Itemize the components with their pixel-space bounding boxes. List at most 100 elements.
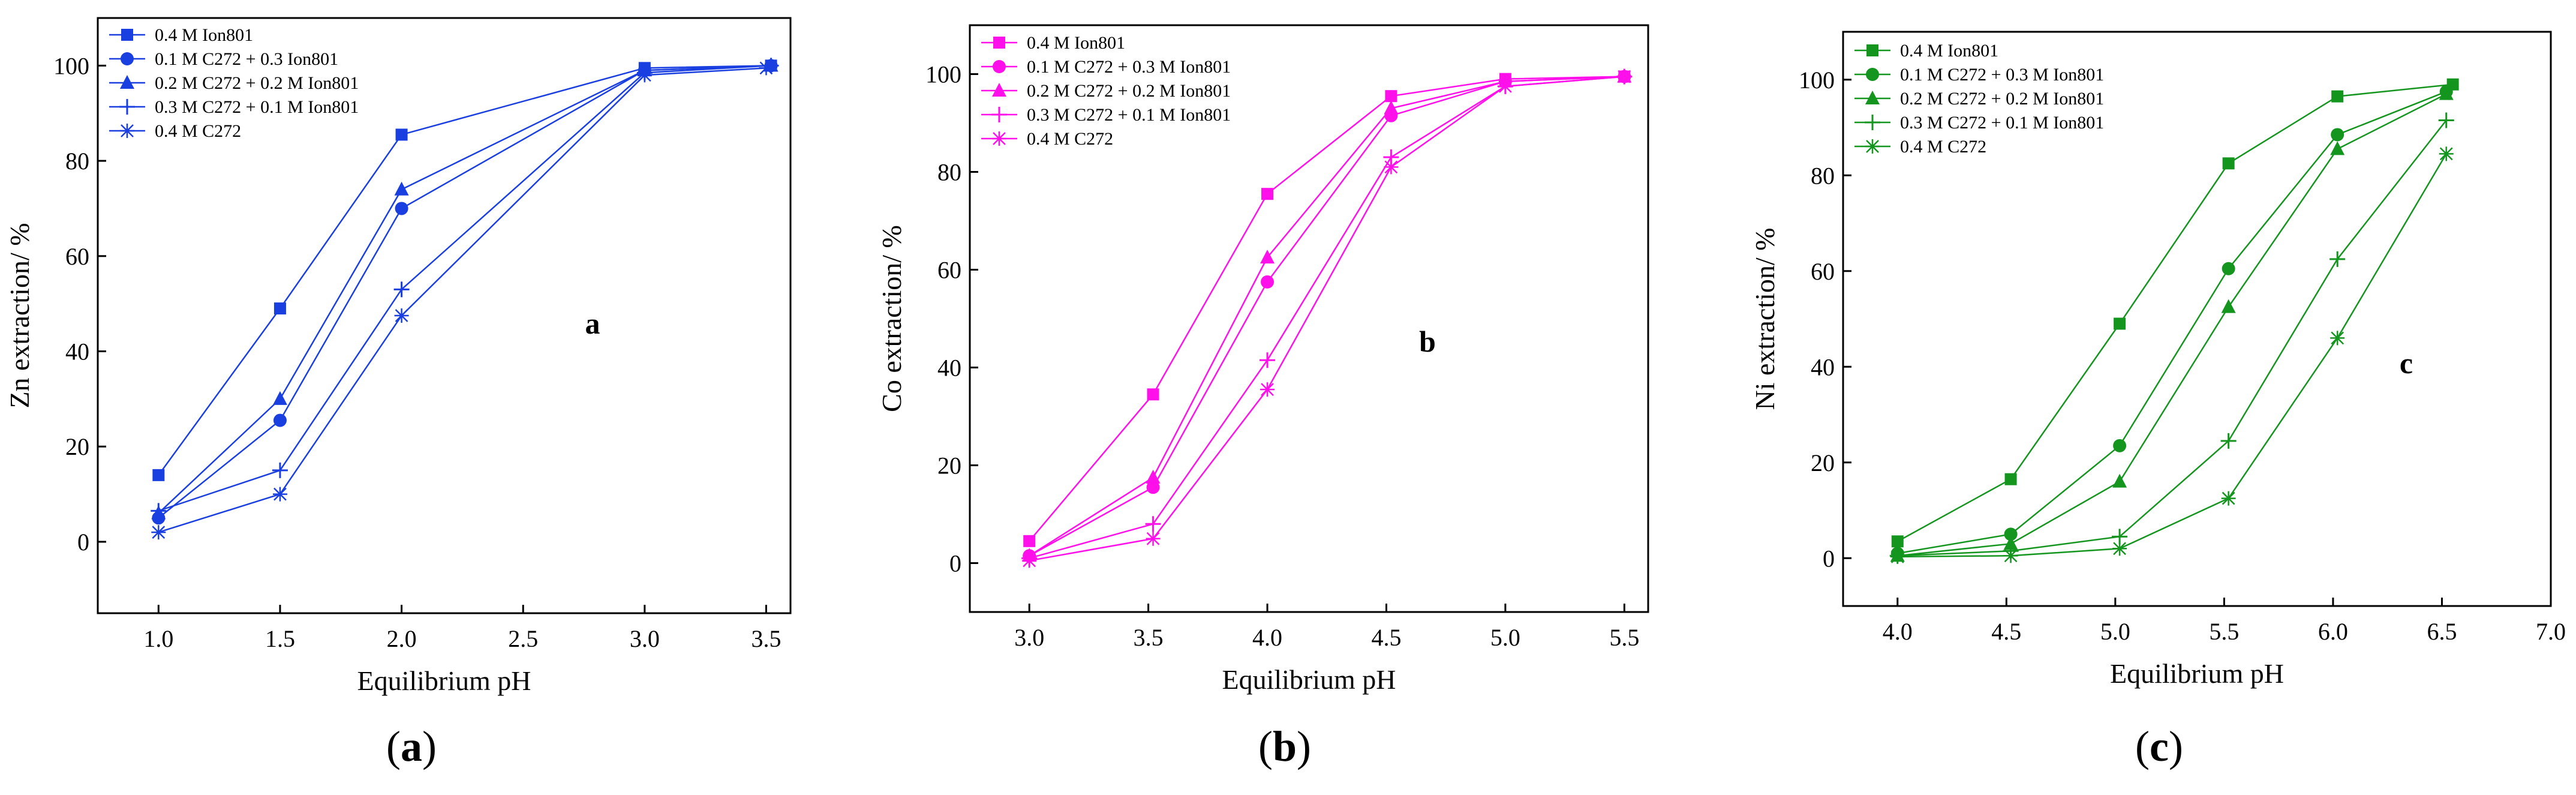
data-point xyxy=(273,302,286,315)
data-point xyxy=(2112,473,2127,488)
data-point xyxy=(1145,516,1161,532)
y-tick-label: 0 xyxy=(1823,545,1835,572)
caption-open-paren: ( xyxy=(1258,722,1273,770)
legend-entry: 0.4 M Ion801 xyxy=(981,33,1125,53)
legend-entry: 0.1 M C272 + 0.3 M Ion801 xyxy=(1854,65,2104,85)
legend-entry: 0.2 M C272 + 0.2 M Ion801 xyxy=(109,73,359,93)
legend-entry: 0.3 M C272 + 0.1 M Ion801 xyxy=(981,105,1231,125)
x-tick-label: 1.5 xyxy=(265,625,295,652)
chart-panel-c: 4.0 4.5 5.0 5.5 6.0 6.5 7.0 0 20 40 60 80 100 Equilib… xyxy=(1750,31,2566,770)
data-point xyxy=(152,469,165,481)
legend-label: 0.4 M C272 xyxy=(1900,137,1986,157)
panel-caption: (b) xyxy=(1258,722,1311,770)
data-point xyxy=(2438,112,2454,128)
data-point xyxy=(2112,541,2127,556)
data-point xyxy=(1891,535,1904,548)
legend-label: 0.4 M Ion801 xyxy=(1900,41,1998,61)
legend-label: 0.1 M C272 + 0.3 Ion801 xyxy=(155,49,338,69)
data-point xyxy=(394,181,409,196)
x-tick-label: 5.5 xyxy=(1609,624,1639,651)
data-point xyxy=(1146,531,1161,546)
legend-entry: 0.2 M C272 + 0.2 M Ion801 xyxy=(1854,89,2104,109)
series-4 xyxy=(1890,146,2454,564)
y-tick-label: 80 xyxy=(1811,162,1835,189)
data-point xyxy=(395,202,408,215)
legend-marker xyxy=(119,99,135,115)
data-point xyxy=(2222,157,2235,170)
y-tick-label: 20 xyxy=(1811,449,1835,476)
series-2 xyxy=(1890,86,2454,562)
x-tick-label: 3.0 xyxy=(1014,624,1044,651)
legend-marker xyxy=(121,29,133,41)
data-point xyxy=(759,61,774,76)
data-point xyxy=(273,413,287,427)
panel-caption: (a) xyxy=(386,722,437,770)
legend-label: 0.3 M C272 + 0.1 M Ion801 xyxy=(1900,113,2104,133)
y-tick-label: 80 xyxy=(65,148,89,175)
caption-close-paren: ) xyxy=(422,722,437,770)
data-point xyxy=(272,462,288,478)
x-axis-title: Equilibrium pH xyxy=(2110,658,2284,689)
data-point xyxy=(2003,548,2018,563)
legend-entry: 0.4 M Ion801 xyxy=(1854,41,1998,61)
series-0 xyxy=(1023,70,1631,547)
legend-marker xyxy=(1866,68,1879,81)
y-tick-label: 0 xyxy=(77,529,89,556)
y-tick-label: 0 xyxy=(949,550,961,577)
series-line xyxy=(158,65,771,476)
series-2 xyxy=(1022,68,1632,562)
series-line xyxy=(1029,76,1625,557)
series-line xyxy=(158,65,771,519)
series-line xyxy=(1029,76,1625,559)
legend-marker xyxy=(120,75,134,89)
legend-entry: 0.1 M C272 + 0.3 M Ion801 xyxy=(981,57,1231,77)
legend-marker xyxy=(1865,139,1880,154)
caption-close-paren: ) xyxy=(2169,722,2183,770)
x-tick-label: 3.5 xyxy=(751,625,781,652)
y-tick-label: 100 xyxy=(925,61,961,88)
data-point xyxy=(2331,128,2344,142)
legend-marker xyxy=(993,60,1006,73)
plot-frame xyxy=(97,17,792,614)
data-point xyxy=(1146,469,1161,484)
y-tick-label: 20 xyxy=(937,452,961,479)
series-line xyxy=(1897,91,2447,554)
data-point xyxy=(1023,535,1036,547)
legend-entry: 0.4 M Ion801 xyxy=(109,25,253,45)
legend-label: 0.4 M C272 xyxy=(1027,129,1113,149)
legend-marker xyxy=(992,131,1006,146)
data-point xyxy=(2113,439,2127,452)
data-point xyxy=(1261,188,1274,200)
data-point xyxy=(2330,141,2345,155)
data-point xyxy=(1890,549,1905,564)
legend-entry: 0.2 M C272 + 0.2 M Ion801 xyxy=(981,81,1231,101)
series-1 xyxy=(1890,85,2453,560)
y-axis-title: Zn extraction/ % xyxy=(4,223,35,408)
y-tick-label: 60 xyxy=(937,257,961,284)
y-tick-label: 80 xyxy=(937,159,961,186)
legend-entry: 0.3 M C272 + 0.1 M Ion801 xyxy=(109,97,359,117)
data-point xyxy=(637,68,652,83)
caption-close-paren: ) xyxy=(1297,722,1311,770)
data-point xyxy=(1384,160,1399,175)
legend-marker xyxy=(992,83,1006,97)
data-point xyxy=(395,128,408,141)
legend-label: 0.4 M Ion801 xyxy=(1027,33,1125,53)
data-point xyxy=(2004,473,2017,485)
data-point xyxy=(2331,90,2344,103)
series-1 xyxy=(1023,70,1631,563)
data-point xyxy=(1147,388,1159,401)
data-point xyxy=(2329,251,2346,267)
legend-label: 0.2 M C272 + 0.2 M Ion801 xyxy=(1900,89,2104,109)
legend-marker xyxy=(120,124,134,138)
x-tick-label: 4.0 xyxy=(1883,618,1913,645)
data-point xyxy=(272,391,287,405)
data-point xyxy=(1385,90,1397,103)
series-3 xyxy=(1889,112,2454,564)
chart-panel-a: 1.0 1.5 2.0 2.5 3.0 3.5 0 20 40 60 80 100 Equilibriu… xyxy=(4,17,792,770)
series-1 xyxy=(152,59,778,525)
y-tick-label: 60 xyxy=(65,243,89,270)
data-point xyxy=(2222,262,2235,275)
legend-label: 0.1 M C272 + 0.3 M Ion801 xyxy=(1900,65,2104,85)
data-point xyxy=(1260,352,1276,368)
